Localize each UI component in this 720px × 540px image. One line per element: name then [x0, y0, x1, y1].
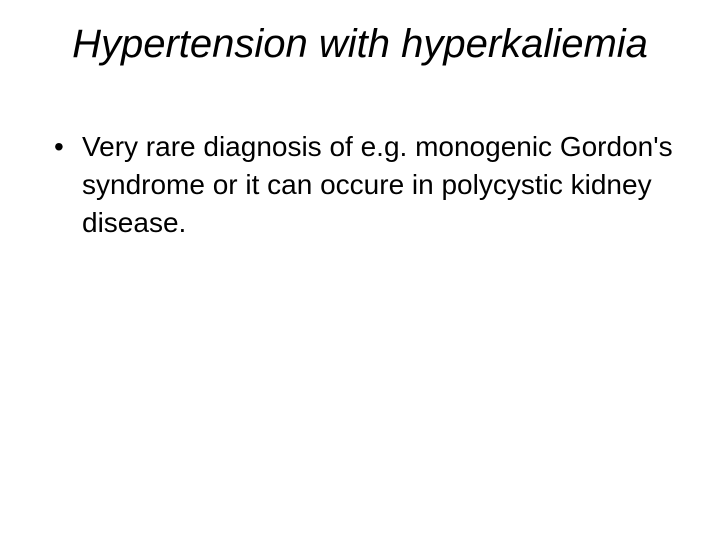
bullet-item: • Very rare diagnosis of e.g. monogenic …: [54, 128, 674, 242]
bullet-text: Very rare diagnosis of e.g. monogenic Go…: [82, 128, 674, 242]
bullet-marker-icon: •: [54, 128, 82, 166]
slide-body: • Very rare diagnosis of e.g. monogenic …: [54, 128, 674, 242]
slide: Hypertension with hyperkaliemia • Very r…: [0, 0, 720, 540]
slide-title: Hypertension with hyperkaliemia: [0, 22, 720, 67]
